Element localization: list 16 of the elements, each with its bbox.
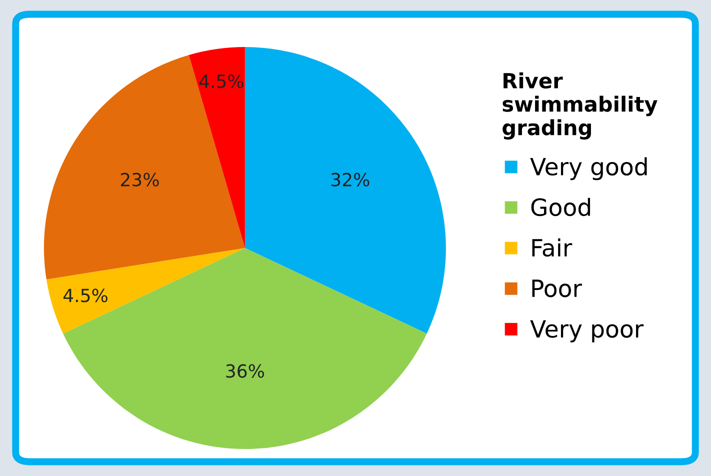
legend-label: Good (531, 198, 590, 216)
legend-label: Very poor (530, 320, 644, 342)
legend-label: Poor (532, 280, 582, 298)
pie-slice (244, 47, 446, 334)
legend-label: Fair (532, 238, 572, 257)
data-label: 36% (226, 364, 264, 378)
data-label: 23% (120, 172, 159, 186)
pie-slice (44, 54, 245, 280)
data-label: 4.5% (199, 74, 244, 88)
legend-title: River swimmability grading (502, 72, 658, 140)
legend-label: Very good (530, 157, 647, 180)
pie-slice (188, 47, 245, 248)
pie-slice (46, 248, 245, 334)
data-label: 4.5% (63, 288, 108, 302)
pie-slice (63, 248, 427, 449)
data-label: 32% (331, 172, 370, 186)
